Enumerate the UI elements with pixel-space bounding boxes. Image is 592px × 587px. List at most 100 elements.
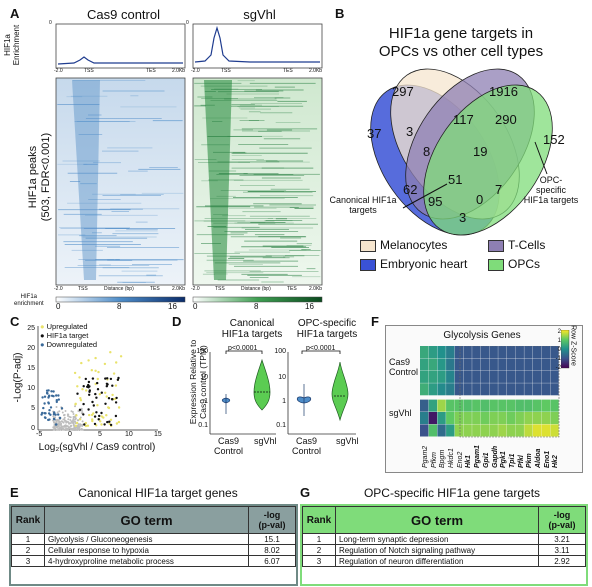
volcano-point-down — [55, 399, 58, 402]
heatmap-streak — [67, 172, 118, 174]
heatmap-streak — [62, 160, 100, 162]
heatmap-cell — [428, 383, 438, 396]
heatmap-streak — [241, 273, 288, 275]
volcano-point-down — [48, 394, 51, 397]
heatmap-streak — [294, 208, 314, 209]
volcano-point-down — [52, 417, 56, 421]
heatmap-streak — [237, 222, 266, 224]
panel-e-label: E — [10, 485, 19, 500]
heatmap-streak — [58, 209, 131, 211]
tick-tes: TES — [283, 68, 293, 74]
violin-canonical-sgvhl — [253, 358, 271, 411]
gene-label: Eno1 — [543, 450, 551, 468]
heatmap-cell — [498, 412, 507, 425]
heatmap-streak — [214, 88, 239, 90]
heatmap-streak — [271, 247, 309, 248]
heatmap-streak — [206, 272, 264, 274]
heatmap-streak — [233, 197, 298, 198]
heatmap-cell — [489, 358, 498, 371]
volcano-point-target — [109, 377, 113, 381]
venn-title-1: HIF1a gene targets in — [388, 25, 534, 42]
heatmap-cell — [463, 370, 472, 383]
heatmap-streak — [78, 134, 103, 135]
heat-tick-tes: TES — [287, 286, 297, 292]
tick-tes: TES — [146, 68, 156, 74]
heatmap-streak — [82, 236, 157, 238]
heatmap-streak — [59, 227, 130, 228]
heatmap-streak — [269, 204, 316, 206]
heatmap-streak — [230, 232, 248, 234]
volcano-point-target — [91, 377, 95, 380]
table-g-title: OPC-specific HIF1a gene targets — [363, 486, 541, 500]
heatmap-streak — [253, 203, 302, 205]
ytick-25: 25 — [27, 325, 35, 332]
volcano-point-up — [97, 370, 100, 374]
volcano-point-target — [88, 390, 91, 393]
heatmap-cell — [498, 424, 507, 437]
heatmap-cell — [472, 412, 481, 425]
heatmap-streak — [231, 159, 264, 160]
heatmap-streak — [115, 230, 158, 232]
volcano-point-target — [91, 400, 94, 404]
heatmap-streak — [231, 167, 285, 169]
heatmap-streak — [285, 255, 305, 257]
volcano-point-ns — [69, 425, 72, 427]
volcano-point-ns — [58, 410, 61, 413]
volcano-point-down — [45, 389, 49, 392]
table-g: Rank GO term -log (p-val) 1 Long-term sy… — [302, 506, 586, 567]
cb-tick-m2: -2 — [555, 365, 561, 371]
volcano-point-up — [85, 389, 88, 392]
volcano-point-ns — [58, 421, 61, 424]
heatmap-cell — [472, 370, 481, 383]
volcano-point-ns — [74, 405, 76, 408]
heatmap-streak — [201, 243, 221, 244]
heatmap-streak — [261, 281, 284, 283]
cell-rank: 3 — [11, 555, 45, 567]
venn-n-mel-tcell-opc: 19 — [473, 144, 488, 159]
volcano-point-ns — [62, 427, 64, 430]
heatmap-streak — [265, 255, 320, 256]
volcano-point-down — [60, 407, 64, 410]
heatmap-cell — [437, 370, 446, 383]
cell-rank: 2 — [11, 544, 45, 556]
venn-n-heart-opc-mel: 95 — [428, 194, 443, 209]
heatmap-cell — [446, 370, 455, 383]
volcano-point-ns — [62, 425, 65, 428]
volcano-point-target — [92, 404, 96, 407]
heatmap-streak — [208, 170, 237, 172]
cell-rank: 3 — [302, 555, 336, 567]
heatmap-cell — [420, 346, 429, 359]
heatmap-streak — [224, 231, 299, 232]
heatmap-streak — [237, 80, 255, 82]
legend-swatch-melanocytes — [360, 240, 376, 252]
vtick-10: 10 — [200, 374, 208, 381]
heatmap-cell — [532, 346, 542, 359]
volcano-point-ns — [55, 406, 58, 408]
volcano-point-down — [54, 423, 58, 426]
volcano-point-ns — [52, 428, 55, 431]
heatmap-cell — [437, 383, 446, 396]
venn-n-all: 51 — [448, 172, 463, 187]
violin-canonical-control — [221, 394, 231, 414]
volcano-point-target — [104, 402, 107, 405]
heatmap-streak — [243, 191, 313, 193]
volcano-point-ns — [71, 421, 74, 424]
volcano-point-up — [96, 404, 99, 407]
heatmap-streak — [212, 121, 223, 122]
volcano-point-ns — [77, 410, 80, 412]
heatmap-cell — [480, 383, 490, 396]
heatmap-streak — [102, 90, 165, 92]
vtick-100: 100 — [196, 348, 208, 355]
volcano-point-ns — [81, 420, 84, 423]
violin-xcats-left: Cas9 Control sgVhl — [208, 436, 288, 458]
heatmap-control-core — [72, 80, 100, 280]
heatmap-streak — [200, 85, 268, 87]
volcano-point-ns — [56, 411, 59, 414]
heatmap-streak — [126, 229, 158, 230]
scale-tick-0: 0 — [193, 302, 198, 311]
volcano-point-target — [117, 376, 120, 380]
heatmap-streak — [120, 106, 177, 108]
cell-term: Long-term synaptic depression — [335, 533, 539, 545]
volcano-point-ns — [72, 418, 75, 421]
colorbar-gradient — [561, 330, 570, 369]
